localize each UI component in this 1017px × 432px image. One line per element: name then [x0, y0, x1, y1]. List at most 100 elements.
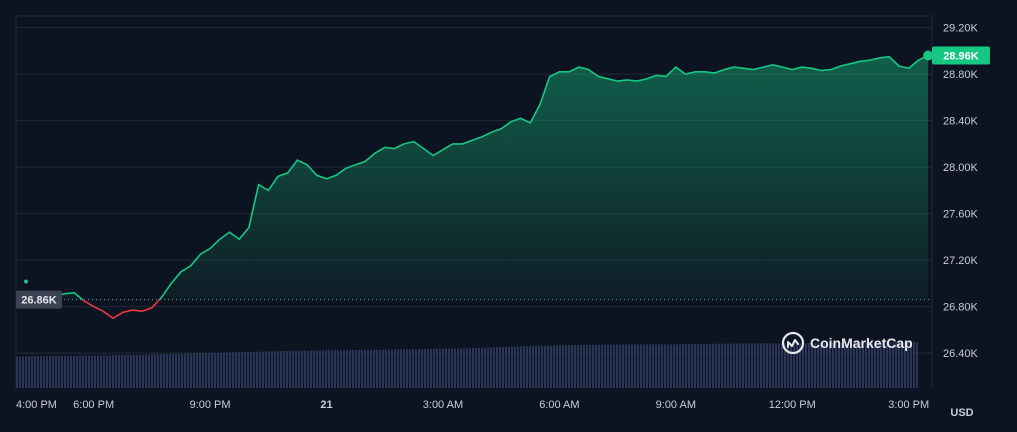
y-tick-label: 29.20K	[943, 23, 979, 35]
volume-bar	[580, 345, 582, 388]
volume-bar	[802, 343, 804, 388]
x-tick-label: 9:00 PM	[190, 399, 231, 411]
volume-bar	[157, 354, 159, 388]
volume-bar	[571, 345, 573, 388]
volume-bar	[829, 342, 831, 388]
volume-bar	[379, 349, 381, 388]
volume-bar	[670, 344, 672, 388]
volume-bar	[766, 343, 768, 388]
volume-bar	[331, 350, 333, 388]
volume-bar	[55, 355, 57, 388]
volume-bar	[82, 355, 84, 388]
volume-bar	[127, 355, 129, 388]
volume-bar	[691, 344, 693, 388]
volume-bar	[604, 344, 606, 388]
x-tick-label: 4:00 PM	[16, 399, 57, 411]
volume-bar	[355, 350, 357, 388]
volume-bar	[583, 344, 585, 388]
volume-bar	[883, 342, 885, 388]
volume-bar	[253, 351, 255, 388]
volume-bar	[241, 352, 243, 388]
volume-bar	[91, 355, 93, 388]
volume-bar	[70, 355, 72, 388]
volume-bar	[427, 349, 429, 388]
current-price-marker	[923, 50, 934, 61]
volume-bar	[373, 349, 375, 388]
volume-bar	[409, 349, 411, 388]
reference-price-badge-bg	[16, 290, 62, 309]
volume-bar	[64, 355, 66, 388]
volume-bar	[397, 349, 399, 388]
volume-bar	[667, 344, 669, 388]
volume-bar	[229, 352, 231, 388]
volume-bar	[334, 350, 336, 388]
volume-bar	[496, 347, 498, 388]
volume-bar	[739, 343, 741, 388]
volume-bar	[58, 355, 60, 388]
volume-bar	[100, 355, 102, 388]
y-tick-label: 27.60K	[943, 209, 979, 221]
volume-bar	[796, 343, 798, 388]
volume-bar	[421, 349, 423, 388]
volume-bar	[871, 342, 873, 388]
volume-bar	[142, 354, 144, 388]
volume-bar	[664, 344, 666, 388]
volume-bar	[619, 344, 621, 388]
volume-bar	[313, 350, 315, 388]
volume-bar	[25, 356, 27, 388]
volume-bar	[589, 344, 591, 388]
volume-bar	[67, 355, 69, 388]
reference-price-label: 26.86K	[21, 295, 57, 307]
volume-bar	[526, 346, 528, 388]
coinmarketcap-watermark: CoinMarketCap	[781, 331, 913, 355]
volume-bar	[595, 344, 597, 388]
volume-bar	[559, 345, 561, 388]
volume-bar	[400, 349, 402, 388]
volume-bar	[640, 344, 642, 388]
volume-bar	[577, 345, 579, 388]
volume-bar	[271, 351, 273, 388]
volume-bar	[481, 347, 483, 388]
volume-bar	[676, 344, 678, 388]
volume-bar	[235, 352, 237, 388]
volume-bar	[274, 351, 276, 388]
volume-bar	[631, 344, 633, 388]
volume-bar	[652, 344, 654, 388]
volume-bar	[622, 344, 624, 388]
volume-bar	[907, 342, 909, 388]
volume-bar	[244, 352, 246, 388]
volume-bar	[460, 348, 462, 388]
volume-bar	[19, 356, 21, 388]
volume-bar	[916, 342, 918, 388]
volume-bar	[535, 345, 537, 388]
volume-bar	[508, 346, 510, 388]
volume-bar	[865, 342, 867, 388]
volume-bar	[625, 344, 627, 388]
volume-bar	[109, 355, 111, 388]
volume-bar	[349, 350, 351, 388]
volume-bar	[49, 356, 51, 388]
volume-bar	[505, 346, 507, 388]
volume-bar	[634, 344, 636, 388]
y-axis: 29.20K 28.80K 28.40K 28.00K 27.60K 27.20K 26.8…	[943, 23, 979, 361]
volume-bar	[814, 342, 816, 388]
volume-bar	[310, 350, 312, 388]
volume-bar	[799, 343, 801, 388]
y-tick-label: 26.80K	[943, 302, 979, 314]
volume-bar	[475, 348, 477, 388]
volume-bar	[130, 354, 132, 388]
x-tick-label: 6:00 AM	[539, 399, 579, 411]
volume-bar	[415, 349, 417, 388]
volume-bar	[751, 343, 753, 388]
volume-bar	[784, 343, 786, 388]
volume-bar	[394, 349, 396, 388]
volume-bar	[787, 343, 789, 388]
volume-bar	[430, 349, 432, 388]
volume-bar	[790, 343, 792, 388]
volume-bar	[277, 351, 279, 388]
volume-bar	[232, 352, 234, 388]
volume-bar	[115, 355, 117, 388]
volume-bar	[442, 348, 444, 388]
volume-bar	[808, 343, 810, 388]
